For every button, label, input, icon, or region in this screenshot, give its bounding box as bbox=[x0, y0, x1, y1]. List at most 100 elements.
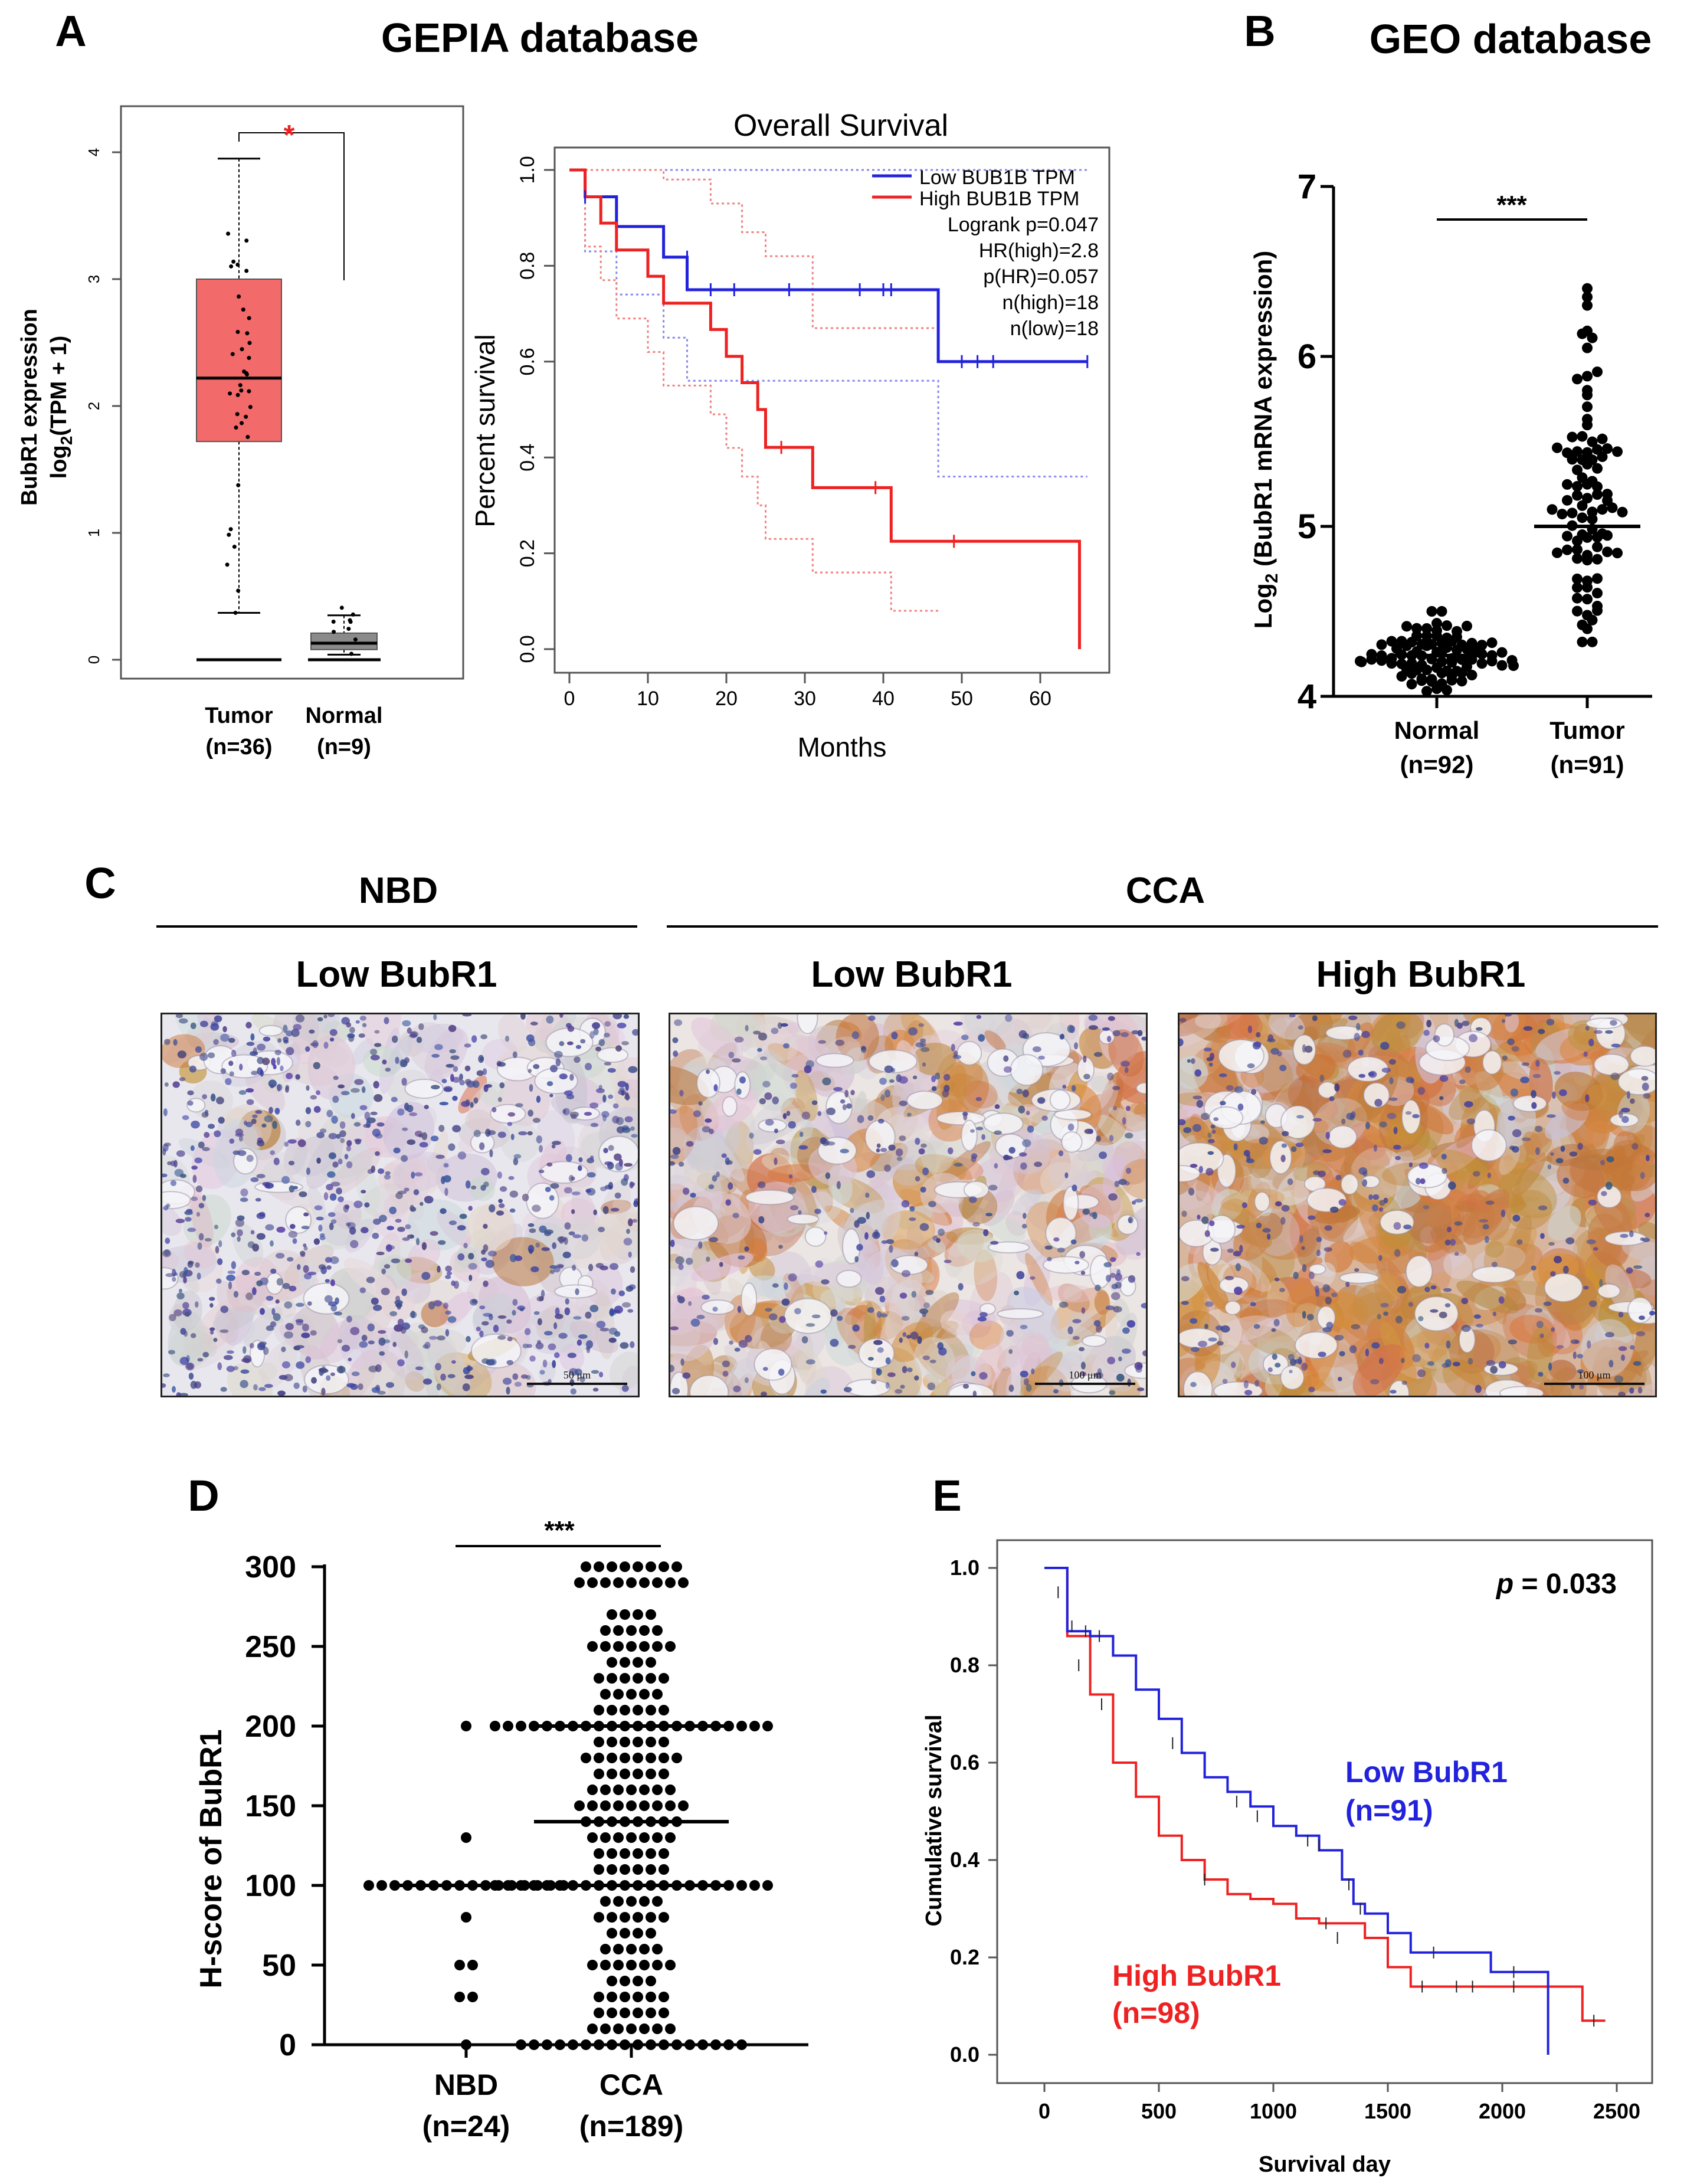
ihc-nucleus bbox=[349, 1226, 356, 1235]
ihc-nucleus bbox=[1113, 1106, 1117, 1111]
ihc-nucleus bbox=[275, 1299, 280, 1304]
ihc-nucleus bbox=[351, 1371, 360, 1377]
ihc-tissue bbox=[1116, 1201, 1146, 1256]
ihc-nucleus bbox=[789, 1082, 797, 1089]
ihc-nucleus bbox=[1136, 1387, 1145, 1391]
ihc-nucleus bbox=[237, 1229, 243, 1237]
ihc-nucleus bbox=[702, 1294, 710, 1300]
d-point-cca bbox=[613, 1800, 624, 1811]
ihc-nucleus bbox=[608, 1094, 614, 1099]
ihc-nucleus bbox=[397, 1318, 404, 1327]
ihc-nucleus bbox=[791, 1073, 799, 1078]
ihc-nucleus bbox=[220, 1068, 227, 1074]
a-box-point bbox=[240, 421, 244, 425]
scale-bar-3: 100 μm bbox=[1544, 1369, 1644, 1387]
ihc-nucleus bbox=[1338, 1199, 1347, 1206]
ihc-nucleus bbox=[459, 1073, 463, 1080]
ihc-lumen bbox=[868, 1049, 918, 1073]
ihc-nucleus bbox=[778, 1368, 785, 1376]
ihc-nucleus bbox=[1535, 1125, 1543, 1132]
ihc-nucleus bbox=[393, 1147, 401, 1154]
ihc-nucleus bbox=[305, 1121, 312, 1128]
ihc-nucleus bbox=[372, 1232, 379, 1239]
ihc-nucleus bbox=[1272, 1353, 1277, 1360]
e-high-n: (n=98) bbox=[1112, 1996, 1200, 2029]
ihc-nucleus bbox=[316, 1157, 321, 1164]
ihc-nucleus bbox=[922, 1355, 931, 1360]
ihc-nucleus bbox=[416, 1036, 422, 1043]
ihc-nucleus bbox=[994, 1130, 1002, 1135]
ihc-nucleus bbox=[1218, 1073, 1227, 1078]
ihc-nucleus bbox=[313, 1238, 320, 1245]
ihc-nucleus bbox=[1439, 1311, 1447, 1318]
ihc-nucleus bbox=[1301, 1362, 1308, 1371]
ihc-nucleus bbox=[283, 1374, 293, 1381]
ihc-nucleus bbox=[172, 1269, 176, 1277]
ihc-nucleus bbox=[436, 1383, 441, 1391]
ihc-tissue bbox=[401, 1158, 430, 1206]
ihc-nucleus bbox=[749, 1132, 754, 1139]
ihc-nucleus bbox=[1378, 1358, 1384, 1364]
ihc-nucleus bbox=[510, 1254, 517, 1262]
ihc-nucleus bbox=[811, 1100, 818, 1105]
ihc-nucleus bbox=[1442, 1168, 1447, 1174]
ihc-lumen bbox=[1347, 1056, 1389, 1082]
b-point bbox=[1552, 547, 1562, 558]
ihc-nucleus bbox=[299, 1191, 307, 1197]
ihc-nucleus bbox=[395, 1295, 401, 1302]
ihc-nucleus bbox=[250, 1033, 255, 1041]
b-point bbox=[1406, 657, 1417, 669]
ihc-nucleus bbox=[906, 1112, 912, 1117]
d-point-cca bbox=[600, 1960, 611, 1970]
b-significance: *** bbox=[1496, 191, 1527, 220]
d-point-cca bbox=[697, 2039, 708, 2050]
ihc-nucleus bbox=[899, 1135, 906, 1141]
ihc-nucleus bbox=[537, 1318, 542, 1325]
ihc-tissue bbox=[168, 1327, 212, 1367]
ihc-nucleus bbox=[778, 1245, 783, 1249]
ihc-tissue bbox=[851, 1300, 886, 1344]
ihc-nucleus bbox=[1539, 1233, 1545, 1239]
e-low-label: Low BubR1 bbox=[1345, 1756, 1508, 1789]
ihc-nucleus bbox=[250, 1230, 255, 1235]
ihc-lumen bbox=[1280, 1105, 1316, 1140]
ihc-nucleus bbox=[765, 1308, 772, 1312]
d-point-cca bbox=[600, 1689, 611, 1700]
ihc-nucleus bbox=[468, 1206, 473, 1211]
ihc-nucleus bbox=[617, 1080, 627, 1088]
ihc-nucleus bbox=[1131, 1200, 1136, 1205]
a-km-title: Overall Survival bbox=[733, 109, 948, 143]
ihc-nucleus bbox=[330, 1256, 339, 1264]
ihc-nucleus bbox=[1302, 1044, 1306, 1053]
a-box-point bbox=[245, 331, 250, 336]
ihc-nucleus bbox=[1538, 1205, 1548, 1211]
ihc-nucleus bbox=[1556, 1345, 1564, 1349]
ihc-nucleus bbox=[1646, 1155, 1650, 1161]
d-point-cca bbox=[646, 1992, 656, 2002]
ihc-nucleus bbox=[734, 1347, 741, 1352]
ihc-nucleus bbox=[1508, 1115, 1515, 1121]
ihc-nucleus bbox=[433, 1300, 442, 1307]
ihc-nucleus bbox=[563, 1108, 570, 1116]
ihc-nucleus bbox=[164, 1082, 169, 1087]
ihc-nucleus bbox=[533, 1118, 540, 1123]
ihc-nucleus bbox=[961, 1034, 969, 1040]
ihc-nucleus bbox=[929, 1359, 936, 1364]
ihc-nucleus bbox=[196, 1272, 201, 1280]
ihc-nucleus bbox=[1057, 1247, 1065, 1253]
ihc-nucleus bbox=[772, 1283, 779, 1288]
d-point-cca bbox=[594, 1848, 604, 1859]
ihc-nucleus bbox=[340, 1091, 350, 1096]
d-point-cca bbox=[594, 1561, 604, 1572]
ihc-nucleus bbox=[1629, 1230, 1634, 1237]
ihc-nucleus bbox=[293, 1382, 300, 1389]
ihc-nucleus bbox=[462, 1014, 472, 1017]
ihc-nucleus bbox=[1356, 1023, 1361, 1031]
ihc-nucleus bbox=[336, 1134, 341, 1140]
ihc-nucleus bbox=[979, 1312, 988, 1318]
ihc-nucleus bbox=[163, 1108, 168, 1116]
ihc-nucleus bbox=[1008, 1384, 1014, 1392]
ihc-nucleus bbox=[303, 1243, 307, 1247]
ihc-nucleus bbox=[1206, 1057, 1214, 1062]
ihc-nucleus bbox=[497, 1097, 502, 1102]
